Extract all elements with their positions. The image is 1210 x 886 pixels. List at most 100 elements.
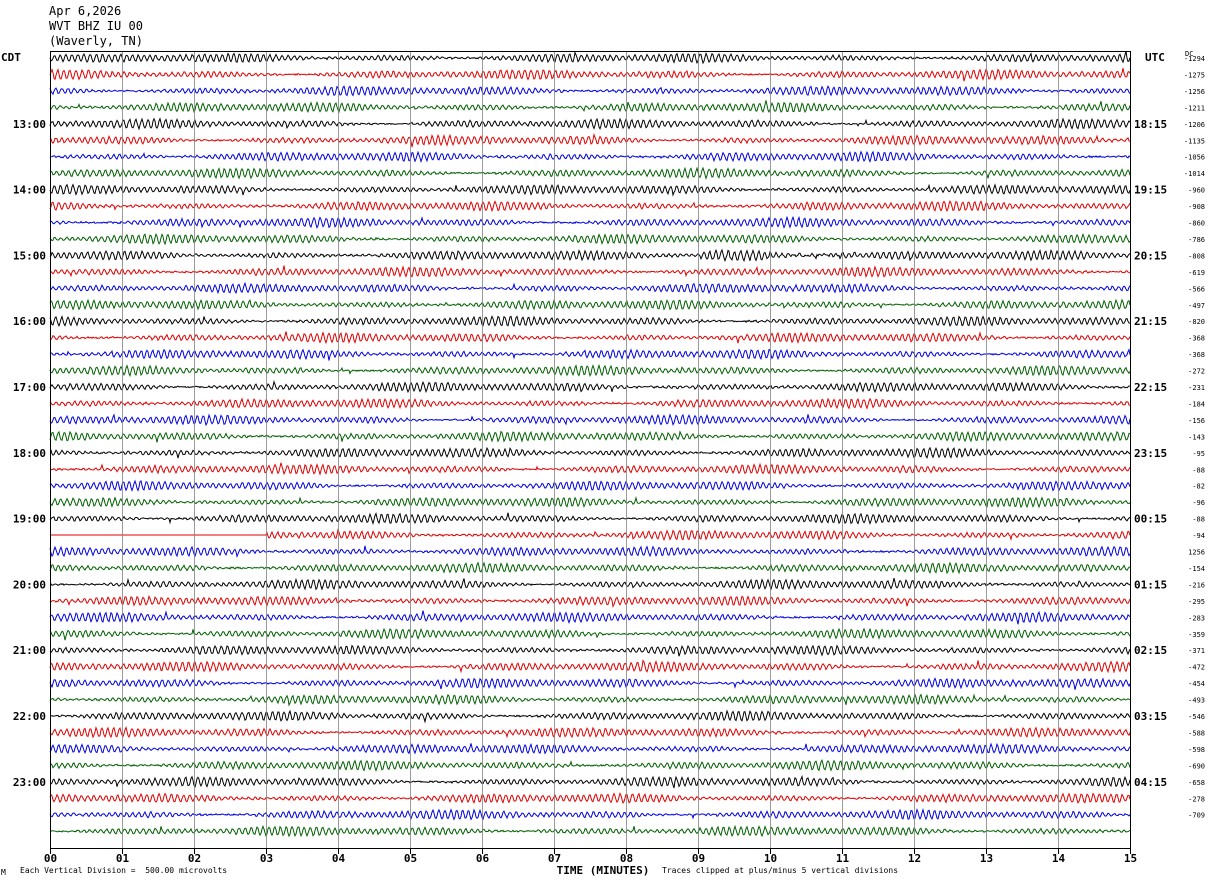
trace-line-45 [49, 791, 1131, 805]
x-tick-label-07: 07 [548, 852, 561, 865]
dc-offset-label: -820 [1188, 318, 1205, 326]
trace-line-29 [50, 528, 1131, 542]
dc-offset-label: -94 [1192, 532, 1205, 540]
right-hour-label: 20:15 [1134, 249, 1167, 262]
trace-line-39 [49, 693, 1131, 707]
left-timezone-label: CDT [1, 51, 21, 64]
dc-offset-label: -1275 [1184, 71, 1205, 79]
trace-line-11 [49, 232, 1131, 246]
x-tick-label-03: 03 [260, 852, 273, 865]
x-axis-title: TIME (MINUTES) [557, 864, 650, 877]
trace-line-35 [49, 627, 1131, 641]
trace-line-6 [49, 150, 1131, 164]
dc-offset-label: 1256 [1188, 549, 1205, 557]
dc-offset-label: -371 [1188, 647, 1205, 655]
x-tick-label-05: 05 [404, 852, 417, 865]
dc-offset-label: -88 [1192, 466, 1205, 474]
left-hour-label: 23:00 [13, 776, 46, 789]
trace-line-5 [49, 133, 1131, 148]
dc-offset-label: -908 [1188, 203, 1205, 211]
header-date: Apr 6,2026 [49, 4, 122, 18]
trace-line-4 [49, 117, 1131, 131]
x-axis-ticks: 00 01 02 03 04 05 06 07 08 09 10 11 12 13 14 15 [44, 848, 1137, 865]
trace-line-42 [49, 742, 1131, 755]
trace-line-18 [49, 348, 1131, 361]
left-hour-label: 14:00 [13, 184, 46, 197]
dc-offset-label: -566 [1188, 285, 1205, 293]
dc-offset-label: -295 [1188, 598, 1205, 606]
dc-offset-label: -96 [1192, 499, 1205, 507]
right-hour-label: 18:15 [1134, 118, 1167, 131]
dc-offset-label: -709 [1188, 812, 1205, 820]
trace-line-22 [49, 413, 1131, 427]
dc-offset-label: -1206 [1184, 121, 1205, 129]
x-tick-label-04: 04 [332, 852, 346, 865]
dc-offset-label: -588 [1188, 729, 1205, 737]
trace-line-31 [49, 561, 1131, 575]
x-tick-label-12: 12 [908, 852, 921, 865]
trace-line-0 [49, 50, 1131, 65]
footer-mark: M [1, 868, 6, 877]
trace-line-3 [49, 100, 1131, 114]
left-hour-label: 21:00 [13, 644, 46, 657]
right-hour-label: 01:15 [1134, 578, 1167, 591]
footer-scale-note: Each Vertical Division = 500.00 microvol… [20, 866, 228, 875]
trace-line-26 [49, 479, 1131, 492]
trace-line-9 [49, 199, 1131, 213]
left-hour-label: 19:00 [13, 513, 46, 526]
x-tick-label-00: 00 [44, 852, 57, 865]
dc-offset-label: -1014 [1184, 170, 1205, 178]
right-hour-label: 22:15 [1134, 381, 1167, 394]
right-hour-label: 19:15 [1134, 184, 1167, 197]
minute-gridlines [122, 51, 1059, 848]
trace-line-32 [49, 577, 1131, 591]
trace-line-15 [49, 298, 1131, 311]
dc-offset-label: -454 [1188, 680, 1205, 688]
dc-offset-label: -1056 [1184, 154, 1205, 162]
trace-line-44 [49, 774, 1131, 789]
trace-line-2 [49, 85, 1131, 97]
dc-offset-label: -497 [1188, 302, 1205, 310]
dc-offset-label: -154 [1188, 565, 1205, 573]
trace-lines [49, 50, 1131, 838]
plot-frame [50, 51, 1131, 849]
dc-offset-label: -283 [1188, 614, 1205, 622]
left-hour-labels: 13:00 14:00 15:00 16:00 17:00 18:00 19:00 20:00… [13, 118, 46, 789]
trace-line-36 [49, 644, 1131, 657]
dc-offset-label: -368 [1188, 351, 1205, 359]
trace-line-41 [49, 725, 1131, 739]
dc-offset-label: -143 [1188, 433, 1205, 441]
trace-line-27 [49, 495, 1131, 509]
x-tick-label-14: 14 [1052, 852, 1066, 865]
x-tick-label-06: 06 [476, 852, 490, 865]
dc-offset-label: -808 [1188, 252, 1205, 260]
left-hour-label: 18:00 [13, 447, 46, 460]
trace-line-38 [49, 677, 1131, 690]
x-tick-label-09: 09 [692, 852, 705, 865]
dc-offset-label: -95 [1192, 450, 1205, 458]
trace-line-19 [49, 363, 1131, 378]
left-hour-label: 15:00 [13, 249, 46, 262]
trace-line-20 [49, 380, 1130, 394]
dc-column-header: DC [1185, 50, 1194, 58]
x-tick-label-08: 08 [620, 852, 633, 865]
x-tick-label-15: 15 [1124, 852, 1137, 865]
dc-offset-label: -598 [1188, 746, 1205, 754]
x-tick-label-13: 13 [980, 852, 993, 865]
dc-offset-label: -1211 [1184, 104, 1205, 112]
dc-offset-label: -231 [1188, 384, 1205, 392]
dc-offset-label: -1256 [1184, 88, 1205, 96]
right-hour-labels: 18:15 19:15 20:15 21:15 22:15 23:15 00:15 01:15… [1134, 118, 1167, 789]
dc-offset-label: -216 [1188, 581, 1205, 589]
left-hour-label: 13:00 [13, 118, 46, 131]
dc-offset-label: -88 [1192, 516, 1205, 524]
x-tick-label-01: 01 [116, 852, 130, 865]
trace-line-33 [49, 595, 1131, 608]
left-hour-label: 17:00 [13, 381, 46, 394]
dc-offset-label: -546 [1188, 713, 1205, 721]
dc-offset-labels: -1294 -1275 -1256 -1211 -1206 -1135 -1056 -1014… [1184, 55, 1205, 820]
trace-line-30 [49, 545, 1131, 558]
trace-line-7 [49, 166, 1131, 181]
dc-offset-label: -368 [1188, 335, 1205, 343]
